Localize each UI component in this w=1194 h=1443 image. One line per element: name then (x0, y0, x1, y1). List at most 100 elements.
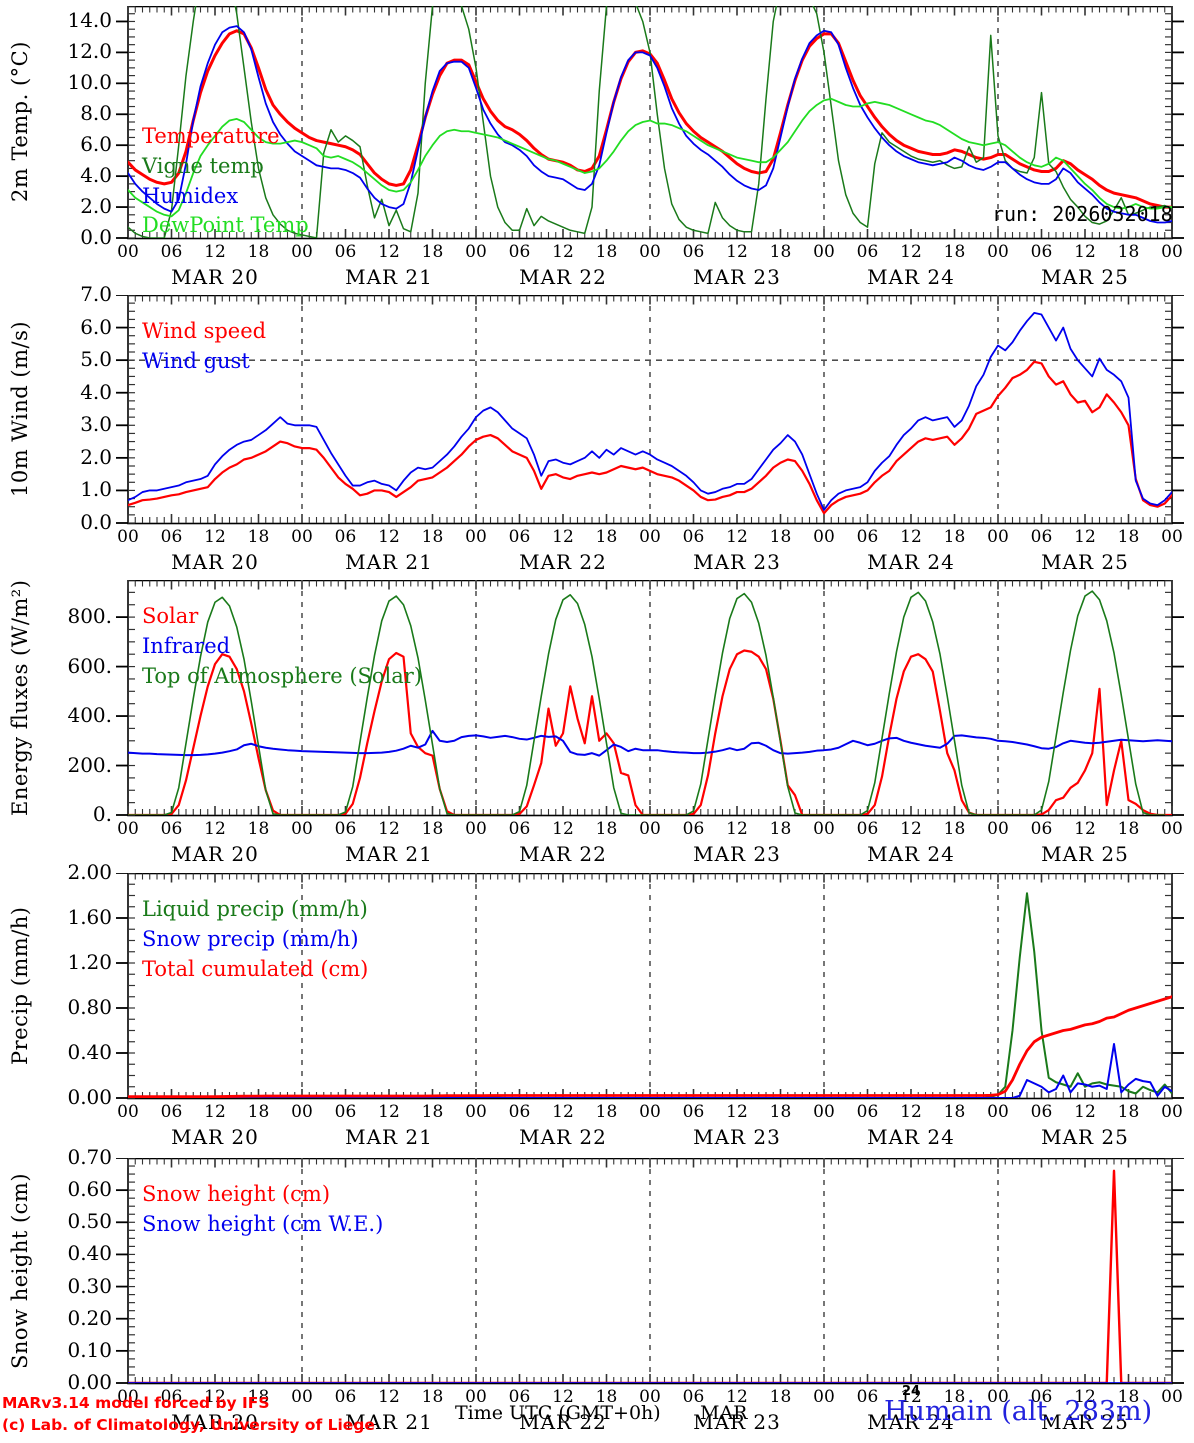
x-tick-hour: 00 (987, 527, 1009, 547)
x-tick-hour: 00 (1161, 527, 1183, 547)
y-axis-title: 2m Temp. (°C) (8, 41, 32, 203)
x-tick-hour: 06 (856, 527, 879, 547)
x-tick-hour: 18 (595, 527, 618, 547)
plot-area-precip (116, 873, 1184, 1100)
y-tick-label: 200. (67, 752, 112, 777)
y-tick-label: 1.60 (67, 905, 112, 929)
y-tick-label: 0.0 (80, 510, 112, 534)
y-tick-label: 1.20 (67, 950, 112, 974)
x-axis-day-label: MAR 22 (519, 550, 607, 574)
x-tick-hour: 06 (1030, 1387, 1053, 1407)
series-line-temperature-2 (128, 25, 1172, 224)
x-tick-hour: 12 (726, 1102, 748, 1122)
x-tick-hour: 12 (900, 1387, 922, 1407)
x-axis-day-label: MAR 21 (345, 1410, 433, 1434)
legend-snowheight: Snow height (cm) Snow height (cm W.E.) (142, 1180, 383, 1240)
y-tick-label: 8.0 (80, 101, 112, 126)
x-tick-hour: 00 (813, 1387, 835, 1407)
x-tick-hour: 00 (1161, 819, 1183, 839)
x-tick-hour: 00 (639, 527, 661, 547)
x-tick-hour: 00 (813, 1102, 835, 1122)
x-tick-hour: 12 (204, 242, 226, 262)
x-axis-day-label: MAR 24 (867, 265, 955, 289)
model-credit: MARv3.14 model forced by IFS (c) Lab. of … (2, 1392, 375, 1437)
x-tick-hour: 12 (900, 819, 922, 839)
x-tick-hour: 00 (465, 242, 487, 262)
x-tick-hour: 18 (1117, 1387, 1140, 1407)
y-axis-title: Snow height (cm) (8, 1172, 32, 1369)
legend-item: Wind gust (142, 348, 250, 373)
series-line-energy-1 (128, 729, 1172, 757)
x-tick-hour: 06 (682, 1387, 705, 1407)
x-tick-hour: 06 (508, 242, 531, 262)
model-credit-line2: (c) Lab. of Climatology, University of L… (2, 1416, 375, 1435)
x-axis-day-label: MAR 24 (867, 842, 955, 866)
x-tick-hour: 12 (204, 527, 226, 547)
x-axis-day-label: MAR 23 (693, 1125, 781, 1149)
y-tick-label: 7.0 (80, 282, 112, 306)
x-tick-hour: 12 (1074, 1387, 1096, 1407)
x-tick-hour: 18 (247, 242, 270, 262)
x-axis-day-label: MAR 25 (1041, 1410, 1129, 1434)
y-tick-label: 5.0 (80, 347, 112, 372)
x-tick-hour: 06 (160, 819, 183, 839)
x-tick-hour: 06 (334, 527, 357, 547)
chart-panel-energy: 0. 200. 400. 600. 800. Energy fluxes (W/m²) So… (0, 579, 1194, 875)
x-tick-hour: 00 (813, 819, 835, 839)
x-tick-hour: 00 (639, 242, 661, 262)
x-tick-hour: 18 (595, 819, 618, 839)
legend-temperature: Temperature Vigne temp Humidex DewPoint Tem… (142, 122, 309, 241)
y-tick-label: 6.0 (80, 132, 112, 157)
x-tick-hour: 12 (378, 1387, 400, 1407)
x-tick-hour: 18 (247, 527, 270, 547)
x-tick-hour: 18 (421, 1102, 444, 1122)
x-tick-hour: 00 (117, 242, 139, 262)
x-tick-hour: 00 (291, 242, 313, 262)
x-axis-day-label: MAR 21 (345, 265, 433, 289)
x-axis-day-label: MAR 21 (345, 550, 433, 574)
x-tick-hour: 12 (726, 527, 748, 547)
x-tick-hour: 06 (508, 819, 531, 839)
x-tick-hour: 00 (291, 1387, 313, 1407)
x-tick-hour: 18 (769, 527, 792, 547)
x-tick-hour: 18 (421, 819, 444, 839)
legend-item: Wind speed (142, 319, 267, 343)
x-tick-hour: 06 (508, 1387, 531, 1407)
y-tick-label: 0. (92, 802, 112, 826)
legend-precip: Liquid precip (mm/h) Snow precip (mm/h) To… (142, 895, 368, 984)
legend-item: Snow height (cm W.E.) (142, 1211, 384, 1236)
x-tick-hour: 18 (595, 1102, 618, 1122)
x-tick-hour: 00 (117, 819, 139, 839)
x-tick-hour: 12 (900, 242, 922, 262)
x-tick-hour: 00 (987, 1102, 1009, 1122)
y-tick-label: 0.40 (67, 1241, 112, 1266)
x-tick-hour: 18 (1117, 819, 1140, 839)
x-tick-hour: 00 (117, 1387, 139, 1407)
x-axis-day-label: MAR 21 (345, 842, 433, 866)
legend-item: Infrared (142, 633, 231, 658)
x-tick-hour: 12 (378, 527, 400, 547)
y-tick-label: 0.70 (67, 1145, 112, 1169)
x-axis-day-label: MAR 23 (693, 550, 781, 574)
x-tick-hour: 00 (291, 1102, 313, 1122)
x-tick-hour: 06 (682, 819, 705, 839)
x-axis-caption: Time UTC (GMT+0h) (455, 1402, 661, 1424)
x-tick-hour: 00 (465, 1102, 487, 1122)
x-tick-hour: 00 (117, 1102, 139, 1122)
x-tick-hour: 00 (639, 1387, 661, 1407)
y-tick-label: 4.0 (80, 163, 112, 188)
series-line-temperature-0 (128, 29, 1172, 209)
x-tick-hour: 00 (117, 527, 139, 547)
y-tick-label: 0.0 (80, 225, 112, 249)
x-tick-hour: 06 (682, 242, 705, 262)
series-line-temperature-1 (128, 6, 1172, 238)
y-tick-label: 0.10 (67, 1337, 112, 1362)
x-tick-hour: 12 (552, 819, 574, 839)
x-tick-hour: 12 (1074, 242, 1096, 262)
x-axis-day-label: MAR 20 (171, 842, 259, 866)
x-tick-hour: 12 (726, 242, 748, 262)
x-tick-hour: 06 (160, 1387, 183, 1407)
x-tick-hour: 00 (465, 819, 487, 839)
x-tick-hour: 18 (943, 1102, 966, 1122)
